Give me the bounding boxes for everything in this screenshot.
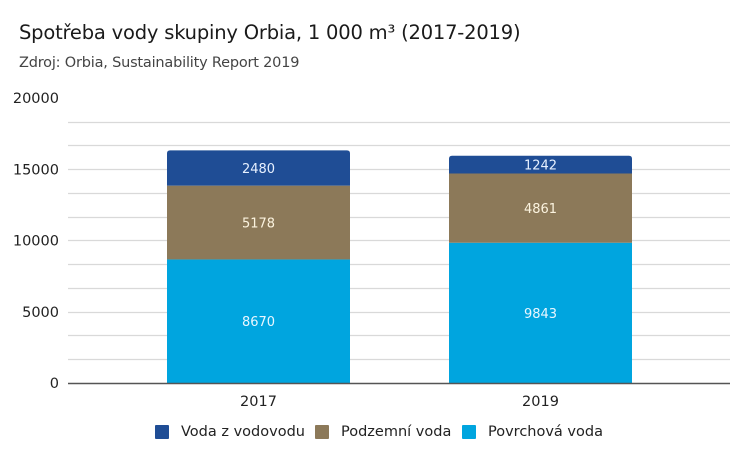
legend-label: Povrchová voda — [488, 424, 603, 440]
y-tick-label: 5000 — [22, 305, 59, 321]
data-label: 4861 — [524, 202, 557, 217]
y-tick-label: 0 — [50, 376, 59, 392]
data-label: 8670 — [242, 315, 275, 330]
legend-label: Voda z vodovodu — [181, 424, 305, 440]
legend-swatch-voda-z-vodovodu — [155, 425, 169, 439]
bars — [167, 150, 632, 383]
legend: Voda z vodovodu Podzemní voda Povrchová … — [0, 424, 750, 448]
y-tick-label: 15000 — [13, 162, 59, 178]
x-axis-ticks: 2017 2019 — [240, 394, 559, 410]
bar-segment-povrchova-voda-2017 — [167, 259, 350, 383]
bar-segment-podzemni-voda-2019 — [449, 173, 632, 243]
legend-swatch-povrchova-voda — [462, 425, 476, 439]
chart-subtitle: Zdroj: Orbia, Sustainability Report 2019 — [19, 55, 300, 71]
bar-segment-voda-z-vodovodu-2017 — [167, 150, 350, 186]
data-label: 9843 — [524, 307, 557, 322]
legend-item-voda-z-vodovodu: Voda z vodovodu — [155, 424, 305, 440]
bar-segment-povrchova-voda-2019 — [449, 242, 632, 383]
bar-segment-voda-z-vodovodu-2019 — [449, 155, 632, 174]
legend-swatch-podzemni-voda — [315, 425, 329, 439]
data-label: 2480 — [242, 162, 275, 177]
y-tick-label: 20000 — [13, 91, 59, 107]
data-label: 1242 — [524, 159, 557, 174]
bar-segment-podzemni-voda-2017 — [167, 185, 350, 260]
legend-item-podzemni-voda: Podzemní voda — [315, 424, 451, 440]
x-tick-label: 2019 — [522, 394, 559, 410]
data-labels: 8670 5178 2480 9843 4861 1242 — [242, 159, 557, 331]
data-label: 5178 — [242, 217, 275, 232]
y-axis-ticks: 0 5000 10000 15000 20000 — [13, 91, 59, 392]
legend-label: Podzemní voda — [341, 424, 452, 440]
y-tick-label: 10000 — [13, 234, 59, 250]
chart-title: Spotřeba vody skupiny Orbia, 1 000 m³ (2… — [19, 21, 521, 44]
legend-item-povrchova-voda: Povrchová voda — [462, 424, 603, 440]
x-tick-label: 2017 — [240, 394, 277, 410]
